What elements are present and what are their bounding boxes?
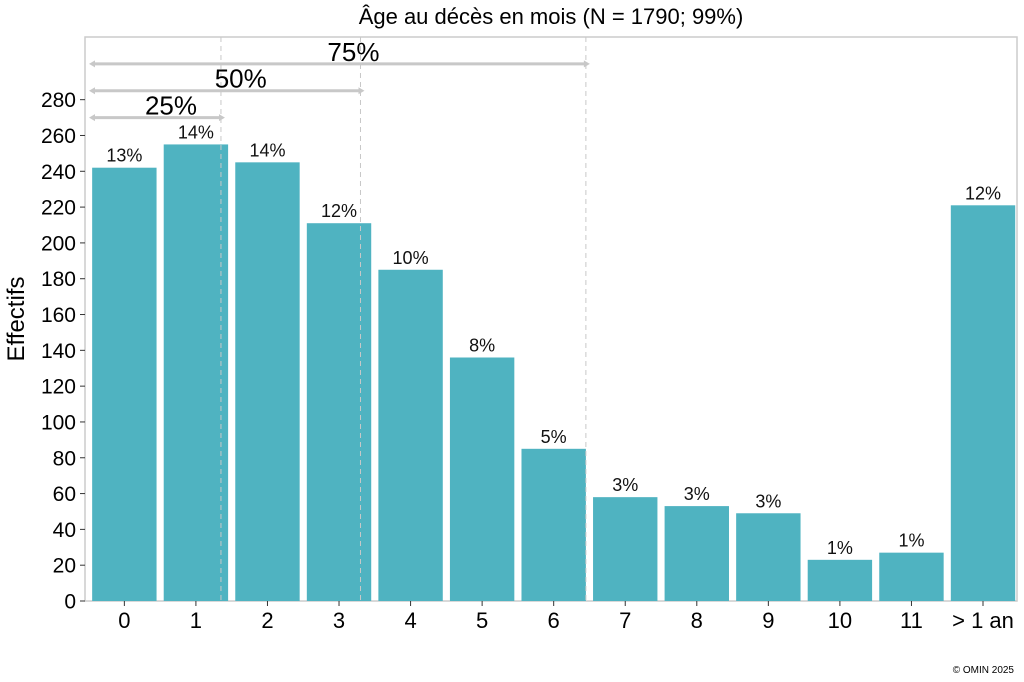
y-tick-label: 100 xyxy=(41,411,76,434)
y-tick-label: 240 xyxy=(41,161,76,184)
bar xyxy=(163,144,229,601)
bar-value-label: 13% xyxy=(106,146,142,166)
y-tick-label: 200 xyxy=(41,232,76,255)
y-axis: 0 20 40 60 80 100 120 140 160 180 200 220 240 260 280 xyxy=(41,89,85,614)
x-tick-label: 9 xyxy=(762,608,774,633)
bar xyxy=(306,223,372,601)
y-tick-label: 40 xyxy=(53,519,76,542)
quantile-arrowhead-left xyxy=(89,114,95,122)
bar-value-label: 12% xyxy=(965,183,1001,203)
quantile-arrowhead-right xyxy=(583,60,590,68)
x-tick-label: 10 xyxy=(828,608,852,633)
bar-value-label: 14% xyxy=(249,140,285,160)
bar xyxy=(235,162,300,602)
bar xyxy=(92,167,157,601)
x-tick-label: 3 xyxy=(333,608,345,633)
y-tick-label: 260 xyxy=(41,125,76,148)
y-tick-label: 20 xyxy=(53,555,76,578)
quantile-label: 25% xyxy=(145,91,197,121)
bar xyxy=(879,552,944,601)
quantile-arrowhead-left xyxy=(89,87,95,95)
x-tick-label: 5 xyxy=(476,608,488,633)
bar-value-label: 14% xyxy=(178,122,214,142)
x-tick-label: > 1 an xyxy=(952,608,1014,633)
y-tick-label: 160 xyxy=(41,304,76,327)
bar-value-label: 1% xyxy=(827,538,853,558)
bar-value-label: 1% xyxy=(898,531,924,551)
quantile-markers: 25% 50% 75% xyxy=(89,37,590,601)
chart-title: Âge au décès en mois (N = 1790; 99%) xyxy=(359,4,744,29)
y-tick-label: 220 xyxy=(41,197,76,220)
bar xyxy=(664,506,729,601)
y-tick-label: 120 xyxy=(41,376,76,399)
bar xyxy=(950,205,1016,602)
x-axis: 0 1 2 3 4 5 6 7 8 9 10 11 > 1 an xyxy=(118,601,1014,633)
bars: 13% 14% 14% 12% 10% 8% 5% 3% 3% 3% 1% 1% 12% xyxy=(92,122,1016,602)
bar xyxy=(807,559,873,601)
y-tick-label: 60 xyxy=(53,483,76,506)
quantile-arrowhead-right xyxy=(358,87,365,95)
copyright-notice: © OMIN 2025 xyxy=(952,665,1014,676)
x-tick-label: 11 xyxy=(900,608,923,633)
bar-value-label: 3% xyxy=(684,484,710,504)
y-tick-label: 280 xyxy=(41,89,76,112)
x-tick-label: 2 xyxy=(261,608,273,633)
y-tick-label: 0 xyxy=(64,591,76,614)
y-axis-label: Effectifs xyxy=(3,277,30,362)
y-tick-label: 80 xyxy=(53,447,76,470)
bar-value-label: 5% xyxy=(541,427,567,447)
y-tick-label: 140 xyxy=(41,340,76,363)
quantile-arrowhead-left xyxy=(89,60,95,68)
y-tick-label: 180 xyxy=(41,268,76,291)
bar-value-label: 12% xyxy=(321,201,357,221)
x-tick-label: 1 xyxy=(190,608,202,633)
x-tick-label: 0 xyxy=(118,608,130,633)
bar xyxy=(521,448,586,601)
bar xyxy=(378,269,443,601)
bar xyxy=(593,497,658,601)
bar xyxy=(736,513,801,601)
quantile-label: 50% xyxy=(215,64,267,94)
x-tick-label: 6 xyxy=(548,608,560,633)
bar-value-label: 10% xyxy=(393,248,429,268)
quantile-label: 75% xyxy=(327,37,379,67)
bar xyxy=(449,357,515,601)
bar-value-label: 3% xyxy=(755,491,781,511)
x-tick-label: 4 xyxy=(404,608,416,633)
x-tick-label: 8 xyxy=(691,608,703,633)
quantile-arrowhead-right xyxy=(218,114,225,122)
x-tick-label: 7 xyxy=(619,608,631,633)
bar-value-label: 8% xyxy=(469,335,495,355)
bar-value-label: 3% xyxy=(612,475,638,495)
